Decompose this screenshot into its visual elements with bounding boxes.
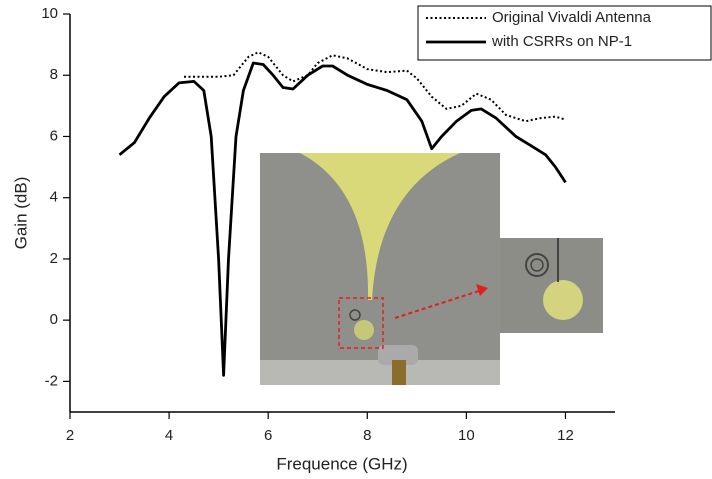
inset-photo [260,153,603,385]
y-tick-label: 0 [50,311,58,328]
legend-box [417,5,712,61]
y-tick-label: 2 [50,250,58,267]
series-line [184,51,566,123]
y-tick-label: 10 [41,5,58,22]
x-tick-label: 6 [264,427,272,444]
legend-label: with CSRRs on NP-1 [491,33,632,50]
plot-area [118,51,567,377]
y-tick-label: 8 [50,66,58,83]
y-tick-label: -2 [45,372,58,389]
x-tick-label: 8 [363,427,371,444]
y-tick-label: 6 [50,127,58,144]
x-tick-label: 4 [165,427,173,444]
x-tick-label: 2 [66,427,74,444]
y-axis-title: Gain (dB) [11,177,30,250]
x-axis-title: Frequence (GHz) [276,454,407,473]
legend-label: Original Vivaldi Antenna [492,9,652,26]
x-tick-label: 10 [458,427,475,444]
series-line [118,61,567,377]
x-tick-label: 12 [557,427,574,444]
y-tick-label: 4 [50,189,58,206]
